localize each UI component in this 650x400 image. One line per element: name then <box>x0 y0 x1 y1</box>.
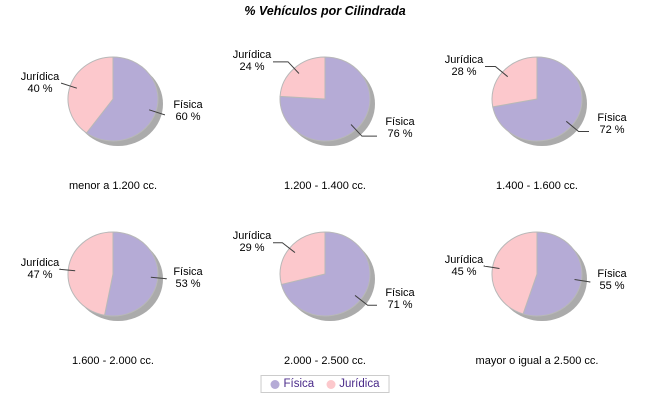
slice-value: 45 % <box>451 265 477 278</box>
juridica-callout-label: Jurídica 24 % <box>233 49 272 73</box>
fisica-callout-label: Física 72 % <box>597 112 626 136</box>
pie-chart <box>273 56 377 146</box>
pie-chart <box>273 231 377 321</box>
juridica-callout-label: Jurídica 45 % <box>445 254 484 278</box>
fisica-callout-label: Física 53 % <box>173 266 202 290</box>
callout-line <box>273 242 296 253</box>
callout-line <box>273 61 300 74</box>
fisica-callout-label: Física 60 % <box>173 99 202 123</box>
pie-panel-mayor-2500: Física 55 % Jurídica 45 % mayor o igual … <box>431 210 643 380</box>
callout-line <box>59 268 76 272</box>
callout-line <box>350 124 377 137</box>
juridica-callout-label: Jurídica 40 % <box>21 71 60 95</box>
slice-name: Jurídica <box>444 53 484 66</box>
slice-value: 71 % <box>387 298 413 311</box>
pie-chart <box>61 56 165 146</box>
pie-panel-menor-1200: Física 60 % Jurídica 40 % menor a 1.200 … <box>7 35 219 205</box>
legend-label: Física <box>283 378 315 390</box>
chart-title: % Vehículos por Cilindrada <box>244 4 406 18</box>
chart-legend: Física Jurídica <box>260 375 390 393</box>
callout-line <box>354 295 377 306</box>
pie-slice-juridica <box>279 56 326 100</box>
callout-line <box>150 276 167 280</box>
slice-value: 60 % <box>175 111 201 124</box>
slice-name: Física <box>385 286 415 299</box>
category-label: 1.400 - 1.600 cc. <box>496 180 578 192</box>
slice-value: 29 % <box>239 242 265 255</box>
callout-line <box>483 265 500 270</box>
pie-chart <box>485 56 589 146</box>
slice-value: 28 % <box>451 65 477 78</box>
slice-value: 53 % <box>175 277 201 290</box>
slice-name: Física <box>597 268 627 281</box>
juridica-swatch-icon <box>326 379 336 389</box>
category-label: 1.200 - 1.400 cc. <box>284 180 366 192</box>
slice-value: 72 % <box>599 124 625 137</box>
fisica-callout-label: Física 76 % <box>385 116 414 140</box>
callout-line <box>485 65 509 78</box>
slice-value: 24 % <box>239 61 265 74</box>
pie-chart <box>483 231 591 321</box>
callout-line <box>61 82 78 89</box>
slice-name: Física <box>385 116 415 129</box>
legend-label: Jurídica <box>339 378 380 390</box>
callout-line <box>574 278 591 283</box>
slice-name: Física <box>173 265 203 278</box>
pie-panel-1200-1400: Física 76 % Jurídica 24 % 1.200 - 1.400 … <box>219 35 431 205</box>
slice-name: Jurídica <box>20 70 60 83</box>
slice-name: Jurídica <box>232 49 272 62</box>
slice-name: Jurídica <box>444 253 484 266</box>
pie-panel-1600-2000: Física 53 % Jurídica 47 % 1.600 - 2.000 … <box>7 210 219 380</box>
legend-item-fisica: Física <box>270 378 315 390</box>
callout-line <box>565 120 589 133</box>
legend-item-juridica: Jurídica <box>326 378 379 390</box>
pie-panel-1400-1600: Física 72 % Jurídica 28 % 1.400 - 1.600 … <box>431 35 643 205</box>
slice-value: 55 % <box>599 280 625 293</box>
category-label: mayor o igual a 2.500 cc. <box>475 355 599 367</box>
slice-name: Jurídica <box>232 230 272 243</box>
juridica-callout-label: Jurídica 28 % <box>445 54 484 78</box>
slice-value: 76 % <box>387 128 413 141</box>
category-label: 2.000 - 2.500 cc. <box>284 355 366 367</box>
slice-name: Física <box>173 99 203 112</box>
fisica-callout-label: Física 55 % <box>597 268 626 292</box>
category-label: 1.600 - 2.000 cc. <box>72 355 154 367</box>
pie-slice-juridica <box>67 231 114 316</box>
slice-name: Jurídica <box>20 257 60 270</box>
juridica-callout-label: Jurídica 47 % <box>21 257 60 281</box>
category-label: menor a 1.200 cc. <box>68 180 158 192</box>
pie-chart <box>59 231 167 321</box>
pie-panel-2000-2500: Física 71 % Jurídica 29 % 2.000 - 2.500 … <box>219 210 431 380</box>
fisica-swatch-icon <box>270 379 280 389</box>
callout-line <box>148 109 165 116</box>
pie-slice-juridica <box>491 56 538 108</box>
slice-value: 40 % <box>27 82 53 95</box>
slice-value: 47 % <box>27 269 53 282</box>
slice-name: Física <box>597 112 627 125</box>
fisica-callout-label: Física 71 % <box>385 287 414 311</box>
juridica-callout-label: Jurídica 29 % <box>233 230 272 254</box>
